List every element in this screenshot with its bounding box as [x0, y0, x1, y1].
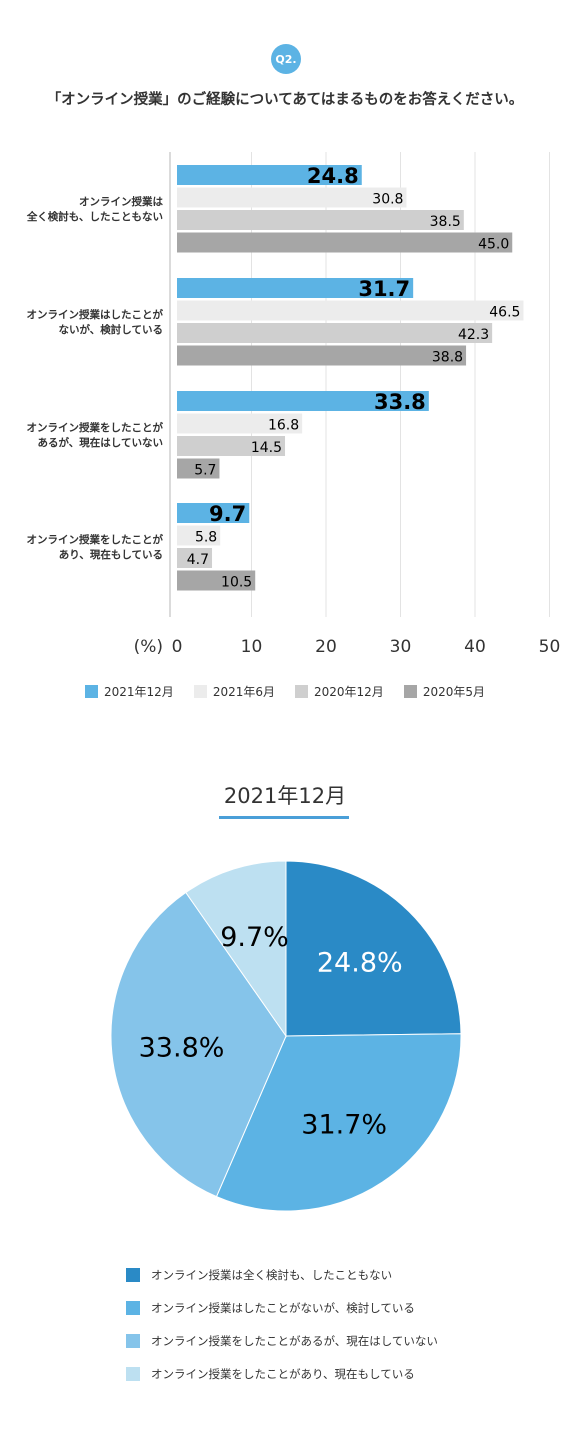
- data-label: 16.8: [268, 418, 299, 434]
- legend-item: 2020年5月: [403, 683, 485, 700]
- x-tick-label: 10: [241, 637, 263, 657]
- pie-legend-item: オンライン授業をしたことがあるが、現在はしていない: [126, 1324, 438, 1357]
- pie-value-label: 24.8%: [317, 947, 403, 978]
- bar: [177, 413, 303, 434]
- pie-chart-legend: オンライン授業は全く検討も、したこともないオンライン授業はしたことがないが、検討…: [126, 1258, 438, 1390]
- bar: [177, 391, 429, 411]
- bar: [177, 165, 362, 185]
- bar-chart-legend: 2021年12月 2021年6月 2020年12月 2020年5月: [0, 683, 570, 700]
- legend-label: オンライン授業をしたことがあるが、現在はしていない: [151, 1333, 438, 1348]
- data-label: 38.8: [432, 350, 463, 366]
- pie-legend-item: オンライン授業をしたことがあり、現在もしている: [126, 1357, 438, 1390]
- legend-label: オンライン授業は全く検討も、したこともない: [151, 1267, 393, 1282]
- data-label: 14.5: [251, 440, 282, 456]
- data-label: 30.8: [372, 192, 403, 208]
- bar: [177, 232, 513, 253]
- category-label: オンライン授業はしたことがないが、検討している: [27, 308, 164, 336]
- legend-label: オンライン授業はしたことがないが、検討している: [151, 1300, 415, 1315]
- data-label: 24.8: [307, 164, 359, 188]
- legend-swatch: [403, 685, 417, 698]
- x-axis-label: (%): [134, 637, 163, 657]
- category-label: オンライン授業をしたことがあり、現在もしている: [27, 533, 164, 561]
- bar: [177, 570, 256, 591]
- x-tick-label: 50: [539, 637, 561, 657]
- x-tick-label: 40: [464, 637, 486, 657]
- data-label: 45.0: [478, 237, 509, 253]
- bar: [177, 278, 414, 298]
- legend-label: 2020年5月: [422, 685, 485, 699]
- bar: [177, 503, 250, 523]
- bar: [177, 345, 467, 366]
- pie-value-label: 31.7%: [301, 1109, 387, 1140]
- legend-swatch: [295, 685, 308, 698]
- pie-value-label: 33.8%: [139, 1033, 225, 1064]
- pie-slice: [185, 860, 287, 1038]
- pie-slice: [110, 891, 287, 1198]
- data-label: 46.5: [489, 305, 520, 321]
- pie-slice: [285, 860, 462, 1037]
- pie-legend-item: オンライン授業はしたことがないが、検討している: [126, 1291, 438, 1324]
- legend-item: 2020年12月: [295, 683, 384, 700]
- legend-swatch: [85, 685, 98, 698]
- legend-label: 2021年6月: [212, 685, 275, 699]
- legend-label: オンライン授業をしたことがあり、現在もしている: [151, 1366, 415, 1381]
- legend-label: 2020年12月: [314, 685, 384, 699]
- pie-chart-title: 2021年12月: [223, 784, 347, 808]
- legend-item: 2021年12月: [85, 683, 174, 700]
- bar: [177, 210, 464, 230]
- data-label: 33.8: [374, 390, 426, 414]
- legend-label: 2021年12月: [104, 685, 174, 699]
- pie-chart: 24.8% 31.7% 33.8% 9.7%: [110, 860, 462, 1212]
- legend-swatch: [193, 685, 207, 698]
- data-label: 5.7: [194, 463, 216, 479]
- legend-swatch: [126, 1333, 140, 1348]
- data-label: 10.5: [221, 575, 252, 591]
- question-badge: Q2.: [271, 44, 301, 74]
- bar: [177, 548, 213, 568]
- pie-legend-item: オンライン授業は全く検討も、したこともない: [126, 1258, 438, 1291]
- x-tick-label: 20: [315, 637, 337, 657]
- data-label: 5.8: [195, 530, 217, 546]
- bar: [177, 458, 220, 479]
- data-label: 38.5: [430, 214, 461, 230]
- x-tick-label: 30: [390, 637, 412, 657]
- bar: [177, 525, 221, 546]
- bar: [177, 436, 286, 456]
- pie-value-label: 9.7%: [220, 922, 289, 953]
- legend-swatch: [126, 1267, 140, 1282]
- category-label: オンライン授業をしたことがあるが、現在はしていない: [27, 421, 164, 449]
- legend-swatch: [126, 1366, 140, 1381]
- pie-title-underline: [219, 816, 349, 819]
- data-label: 42.3: [458, 327, 489, 343]
- bar: [177, 187, 407, 208]
- bar: [177, 300, 524, 321]
- category-label: オンライン授業は全く検討も、したこともない: [26, 195, 164, 223]
- pie-slice: [215, 1033, 462, 1212]
- bar: [177, 323, 493, 343]
- data-label: 31.7: [358, 277, 410, 301]
- legend-swatch: [126, 1300, 140, 1315]
- x-tick-label: 0: [172, 637, 183, 657]
- data-label: 4.7: [187, 552, 209, 568]
- question-text: 「オンライン授業」のご経験についてあてはまるものをお答えください。: [46, 92, 524, 108]
- legend-item: 2021年6月: [193, 683, 275, 700]
- data-label: 9.7: [209, 502, 246, 526]
- bar-chart: オンライン授業は全く検討も、したこともないオンライン授業はしたことがないが、検討…: [26, 152, 561, 657]
